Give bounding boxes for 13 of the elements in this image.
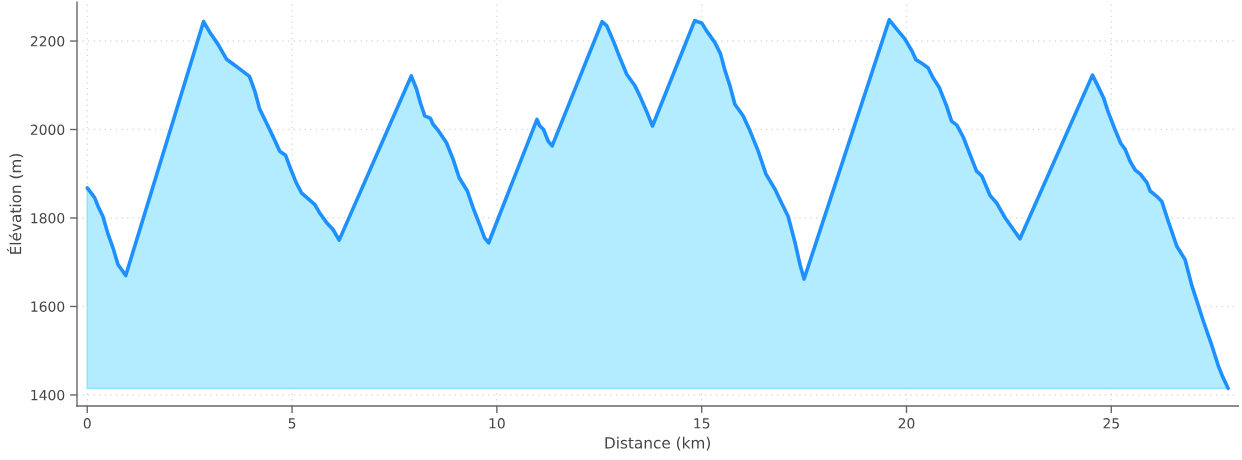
- x-tick-label: 0: [83, 418, 91, 429]
- y-tick-label: 2200: [30, 36, 65, 47]
- x-axis-title: Distance (km): [605, 436, 710, 451]
- y-tick-label: 1800: [31, 212, 65, 224]
- x-tick-label: 10: [489, 418, 505, 429]
- x-tick-label: 20: [898, 418, 915, 429]
- x-tick-label: 25: [1103, 418, 1119, 429]
- y-axis-title: Élévation (m): [6, 154, 24, 254]
- x-tick-label: 15: [694, 418, 710, 429]
- x-tick-label: 5: [288, 418, 296, 429]
- y-tick-label: 2000: [30, 124, 65, 135]
- y-tick-label: 1600: [31, 301, 65, 312]
- y-tick-label: 1400: [31, 389, 65, 401]
